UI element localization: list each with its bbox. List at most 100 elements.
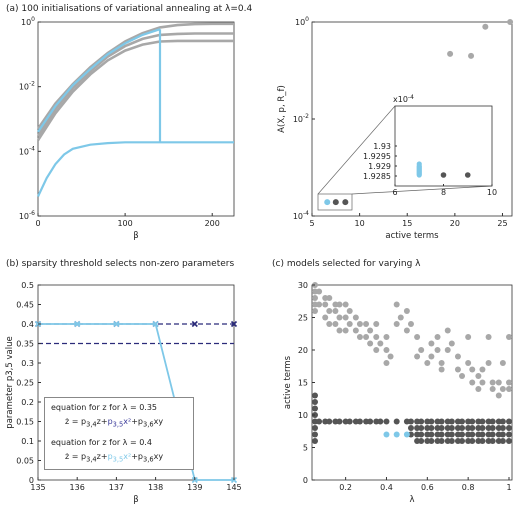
panel-c-dark-point-65	[506, 438, 512, 444]
panel-c-dark-point-61	[499, 431, 506, 438]
panel-a-ytick-label-3: 10-6	[19, 210, 35, 221]
panel-b-xtick-label-2: 137	[109, 483, 124, 492]
panel-ar-inset-cyan-point-10	[416, 172, 422, 178]
eq1-a: ż = p	[65, 417, 87, 426]
panel-c-dark-point-54	[489, 425, 496, 431]
panel-c-light-point-27	[356, 334, 363, 340]
panel-a-series-2	[36, 39, 234, 142]
panel-ar-point-4	[324, 199, 331, 206]
panel-c-light-point-75	[495, 379, 502, 386]
panel-b-ytick-label-0: 0	[29, 476, 34, 485]
panel-c-ytick-label-4: 20	[298, 346, 308, 355]
panel-ar-inset-xtick-label-0: 6	[392, 188, 397, 197]
panel-ar-inset-ytick-label-2: 1.929	[368, 162, 391, 171]
panel-c-dark-point-20	[428, 438, 435, 444]
panel-c-dark-base-point-36	[506, 418, 512, 425]
panel-ar-inset-ytick-label-3: 1.9285	[363, 172, 391, 181]
panel-b-ytick-label-3: 0.15	[16, 418, 34, 427]
panel-ar-xlabel: active terms	[385, 231, 439, 241]
panel-a-series-3	[37, 28, 161, 133]
panel-ar-point-3	[507, 19, 514, 25]
title-panel-b: (b) sparsity threshold selects non-zero …	[6, 259, 235, 269]
panel-c-dark-point-0	[312, 392, 318, 399]
panel-c-light-point-54	[438, 360, 445, 366]
panel-c-dark-point-5	[312, 431, 318, 438]
panel-c-dark-base-point-1	[316, 418, 323, 425]
panel-b-ytick-label-10: 0.5	[21, 281, 34, 290]
panel-b-series-1-marker-1	[74, 320, 81, 328]
panel-ar-inset-dark-point-0	[440, 172, 447, 178]
panel-ar-ytick-label-2: 10-4	[293, 210, 309, 221]
panel-c-light-point-57	[444, 347, 451, 353]
eq2-b: z+	[96, 451, 108, 461]
panel-c-dark-point-2	[312, 405, 318, 412]
panel-c-dark-point-38	[459, 438, 466, 444]
panel-ar-inset-xtick-label-2: 10	[487, 188, 497, 197]
panel-c-light-point-42	[397, 314, 404, 321]
panel-c-dark-base-point-17	[407, 418, 414, 425]
panel-b-ytick-label-1: 0.05	[16, 457, 34, 466]
panel-ar-zoom-line-2	[351, 185, 493, 195]
panel-c-light-point-23	[346, 321, 353, 327]
title-panel-a: (a) 100 initialisations of variational a…	[6, 4, 253, 14]
panel-c-light-point-25	[352, 327, 359, 334]
panel-c-light-point-29	[363, 334, 370, 340]
panel-b-xtick-label-5: 145	[226, 483, 241, 492]
panel-c-dark-point-6	[312, 438, 318, 444]
panel-c-light-point-45	[407, 321, 414, 327]
panel-b-xtick-label-3: 138	[148, 483, 163, 492]
panel-c-light-point-78	[506, 334, 512, 340]
panel-b-series-0-marker-5	[230, 320, 238, 328]
panel-c-light-point-44	[403, 327, 410, 334]
panel-c-cyan-point-2	[403, 431, 410, 438]
panel-c-light-point-39	[387, 353, 394, 360]
panel-c-dark-base-point-11	[367, 418, 374, 425]
panel-ar-ylabel: A(X, p, R_f)	[277, 85, 287, 133]
panel-c-light-point-2	[312, 295, 318, 301]
panel-c-light-point-32	[373, 321, 380, 327]
panel-b-series-1-marker-2	[113, 320, 120, 328]
panel-c-dark-point-7	[407, 425, 414, 431]
panel-b-ytick-label-7: 0.35	[16, 340, 34, 349]
panel-c-light-point-19	[342, 301, 349, 308]
panel-ar-point-6	[342, 199, 349, 206]
panel-c-light-point-61	[459, 373, 466, 379]
panel-c-light-point-21	[342, 327, 349, 334]
eq1-s2: 3,5	[112, 420, 124, 429]
panel-c-light-point-48	[418, 347, 425, 353]
panel-c-light-point-71	[485, 360, 492, 366]
panel-ar-point-1	[468, 52, 475, 59]
panel-a-left-frame	[37, 21, 235, 217]
eq2-s1: 3,4	[86, 455, 97, 464]
eq2-f: xy	[153, 451, 164, 461]
panel-c-dark-point-42	[469, 425, 476, 431]
panel-b-series-1-marker-3	[152, 320, 159, 328]
panel-c-dark-base-point-5	[336, 418, 343, 425]
panel-a-xtick-label-1: 100	[117, 219, 132, 228]
panel-c-light-point-74	[495, 392, 502, 399]
panel-ar-inset-ytick-label-1: 1.9295	[363, 152, 391, 161]
panel-c-dark-point-30	[448, 425, 455, 431]
panel-c-light-point-72	[489, 379, 496, 386]
panel-ar-xtick-label-0: 5	[309, 219, 314, 228]
panel-ar-point-2	[482, 23, 489, 30]
panel-c-dark-point-44	[469, 438, 476, 444]
panel-b-series-0-marker-4	[191, 320, 198, 328]
panel-c-dark-point-64	[506, 431, 512, 438]
panel-c-light-point-70	[485, 334, 492, 340]
panel-b-ytick-label-4: 0.2	[21, 398, 34, 407]
panel-c-xtick-label-2: 0.6	[421, 483, 434, 492]
eq1-s3: 3,6	[142, 420, 154, 429]
eq2-a: ż = p	[65, 451, 87, 461]
panel-c-light-point-43	[403, 308, 410, 314]
panel-c-light-point-69	[479, 366, 486, 373]
panel-c-dark-point-26	[438, 438, 445, 444]
panel-c-dark-point-55	[489, 431, 496, 438]
panel-c-light-point-41	[393, 321, 400, 327]
eq2-e: +p	[131, 451, 143, 461]
panel-c-dark-point-60	[499, 425, 506, 431]
panel-c-dark-base-point-29	[469, 418, 476, 425]
panel-c-light-point-22	[346, 308, 353, 314]
panel-c-dark-point-49	[479, 431, 486, 438]
